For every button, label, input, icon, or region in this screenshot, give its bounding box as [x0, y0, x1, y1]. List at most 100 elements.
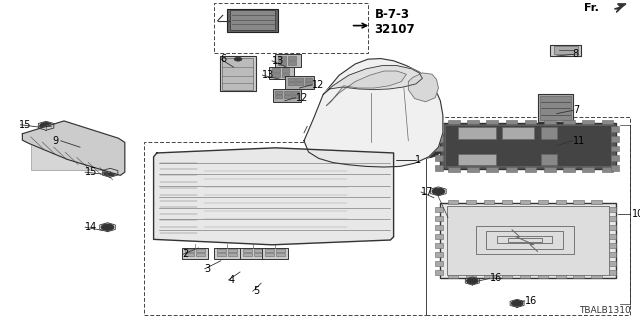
Bar — [228, 253, 237, 256]
Bar — [278, 56, 286, 60]
Bar — [228, 249, 237, 252]
Bar — [609, 207, 616, 212]
Bar — [448, 167, 460, 172]
Bar — [182, 248, 208, 259]
Bar — [556, 275, 566, 278]
Bar — [288, 61, 296, 65]
Bar — [31, 140, 118, 170]
Bar — [288, 82, 295, 85]
Bar — [602, 167, 613, 172]
Bar — [273, 89, 301, 102]
Bar — [243, 253, 252, 256]
Bar — [217, 249, 226, 252]
Bar — [284, 95, 291, 98]
Bar — [214, 248, 240, 259]
Bar — [284, 91, 291, 94]
Bar — [602, 120, 613, 124]
Bar — [486, 167, 498, 172]
Text: 4: 4 — [228, 275, 235, 285]
Bar — [352, 156, 392, 237]
Text: Fr.: Fr. — [584, 3, 598, 13]
Bar — [426, 117, 630, 315]
Bar — [275, 91, 282, 94]
Bar — [447, 206, 609, 275]
Text: 15: 15 — [19, 120, 31, 130]
Bar — [611, 165, 619, 171]
Bar — [609, 234, 616, 239]
Bar — [466, 200, 476, 204]
Circle shape — [467, 278, 478, 284]
Bar — [272, 73, 280, 77]
Text: 16: 16 — [525, 296, 537, 306]
Bar — [611, 136, 619, 142]
Bar — [609, 216, 616, 221]
Bar — [506, 120, 517, 124]
Bar — [254, 253, 263, 256]
Bar — [525, 120, 536, 124]
Bar — [435, 225, 443, 230]
Bar — [275, 54, 301, 67]
Bar — [269, 67, 294, 79]
Bar — [435, 136, 443, 142]
Bar — [582, 167, 594, 172]
Bar — [254, 249, 263, 252]
Polygon shape — [408, 73, 438, 102]
Bar — [467, 167, 479, 172]
Polygon shape — [614, 4, 626, 12]
Circle shape — [419, 147, 426, 151]
Bar — [282, 73, 289, 77]
Polygon shape — [304, 59, 443, 167]
Text: 13: 13 — [272, 56, 284, 66]
Polygon shape — [326, 71, 406, 106]
Bar — [202, 163, 349, 230]
Circle shape — [104, 170, 116, 176]
Text: B-7-3
32107: B-7-3 32107 — [374, 8, 415, 36]
Bar — [265, 253, 274, 256]
Bar — [520, 275, 530, 278]
Bar — [288, 56, 296, 60]
Circle shape — [40, 123, 52, 129]
Bar — [563, 120, 575, 124]
Bar — [159, 156, 198, 237]
Bar — [276, 253, 285, 256]
Bar — [288, 78, 295, 81]
Bar — [458, 127, 496, 139]
Circle shape — [432, 188, 445, 195]
Bar — [448, 275, 458, 278]
Bar — [292, 95, 299, 98]
Bar — [563, 167, 575, 172]
Text: 15: 15 — [85, 167, 97, 177]
Bar — [305, 82, 312, 85]
Bar — [591, 200, 602, 204]
Bar — [609, 243, 616, 248]
Bar — [611, 155, 619, 161]
Text: 17: 17 — [421, 187, 433, 197]
Bar — [285, 76, 314, 89]
Bar — [467, 120, 479, 124]
Text: TBALB1310: TBALB1310 — [579, 306, 630, 315]
Bar — [305, 78, 312, 81]
Bar — [276, 249, 285, 252]
Bar — [544, 167, 556, 172]
Circle shape — [403, 139, 442, 158]
Bar — [538, 94, 573, 122]
Text: 12: 12 — [296, 92, 308, 103]
Bar — [484, 275, 494, 278]
Bar — [227, 9, 278, 32]
Bar — [217, 253, 226, 256]
Bar — [550, 45, 581, 56]
Circle shape — [511, 300, 523, 306]
Text: 10: 10 — [632, 209, 640, 220]
Text: 5: 5 — [253, 286, 259, 296]
Bar — [185, 253, 194, 256]
Bar — [506, 167, 517, 172]
Bar — [435, 270, 443, 275]
Bar — [554, 46, 578, 54]
Bar — [214, 3, 368, 53]
Circle shape — [317, 145, 338, 156]
Bar — [435, 165, 443, 171]
Bar — [497, 236, 552, 243]
Bar — [243, 249, 252, 252]
Bar — [486, 120, 498, 124]
Bar — [611, 146, 619, 151]
